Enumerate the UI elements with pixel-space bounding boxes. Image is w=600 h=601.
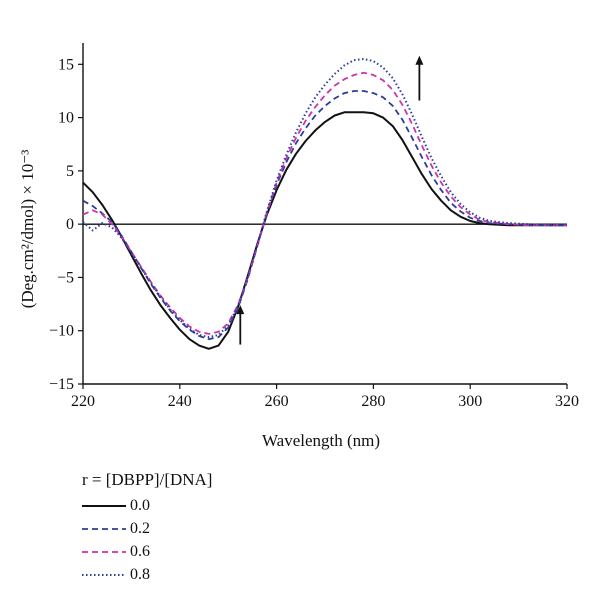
x-tick-label: 220 (71, 393, 95, 410)
y-tick-label: −15 (49, 376, 74, 393)
legend-label: 0.8 (130, 565, 150, 583)
series-line-0-2 (82, 90, 567, 341)
x-tick-label: 240 (168, 393, 192, 410)
y-tick-label: 10 (58, 110, 74, 127)
x-tick-label: 260 (265, 393, 289, 410)
y-tick-label: −5 (57, 269, 74, 286)
legend-swatch (82, 504, 126, 507)
series-line-0-6 (82, 71, 567, 335)
legend-swatch (82, 527, 126, 530)
y-axis-label: (Deg.cm²/dmol) × 10⁻³ (18, 150, 37, 309)
series-line-0-8 (82, 58, 567, 339)
series-line-0-0 (82, 111, 567, 350)
y-tick-label: 5 (66, 163, 74, 180)
y-tick-label: 0 (66, 216, 74, 233)
cd-spectrum-chart: 220 240 260 280 300 320 −15 −10 −5 0 5 10 15 Wavelen… (18, 43, 579, 450)
legend: r = [DBPP]/[DNA] 0.0 0.2 0.6 0.8 (82, 466, 382, 596)
x-tick-label: 320 (555, 393, 579, 410)
y-tick-label: 15 (58, 56, 74, 73)
legend-label: 0.2 (130, 519, 150, 537)
series-layer (82, 58, 567, 350)
up-arrow-icon (415, 55, 424, 101)
legend-entry: 0.2 (82, 517, 382, 540)
legend-label: 0.0 (130, 496, 150, 514)
legend-label: 0.6 (130, 542, 150, 560)
plot-axes: 220 240 260 280 300 320 −15 −10 −5 0 5 10 15 (49, 43, 579, 410)
x-tick-label: 280 (361, 393, 385, 410)
legend-swatch (82, 573, 126, 576)
y-tick-label: −10 (49, 323, 74, 340)
legend-entry: 0.6 (82, 540, 382, 563)
legend-entry: 0.0 (82, 494, 382, 517)
annotation-layer (236, 55, 424, 345)
up-arrow-icon (236, 305, 245, 345)
legend-entries: 0.0 0.2 0.6 0.8 (82, 494, 382, 586)
x-tick-label: 300 (458, 393, 482, 410)
x-axis-label: Wavelength (nm) (262, 431, 380, 450)
legend-entry: 0.8 (82, 563, 382, 586)
legend-swatch (82, 550, 126, 553)
legend-title: r = [DBPP]/[DNA] (82, 470, 213, 489)
